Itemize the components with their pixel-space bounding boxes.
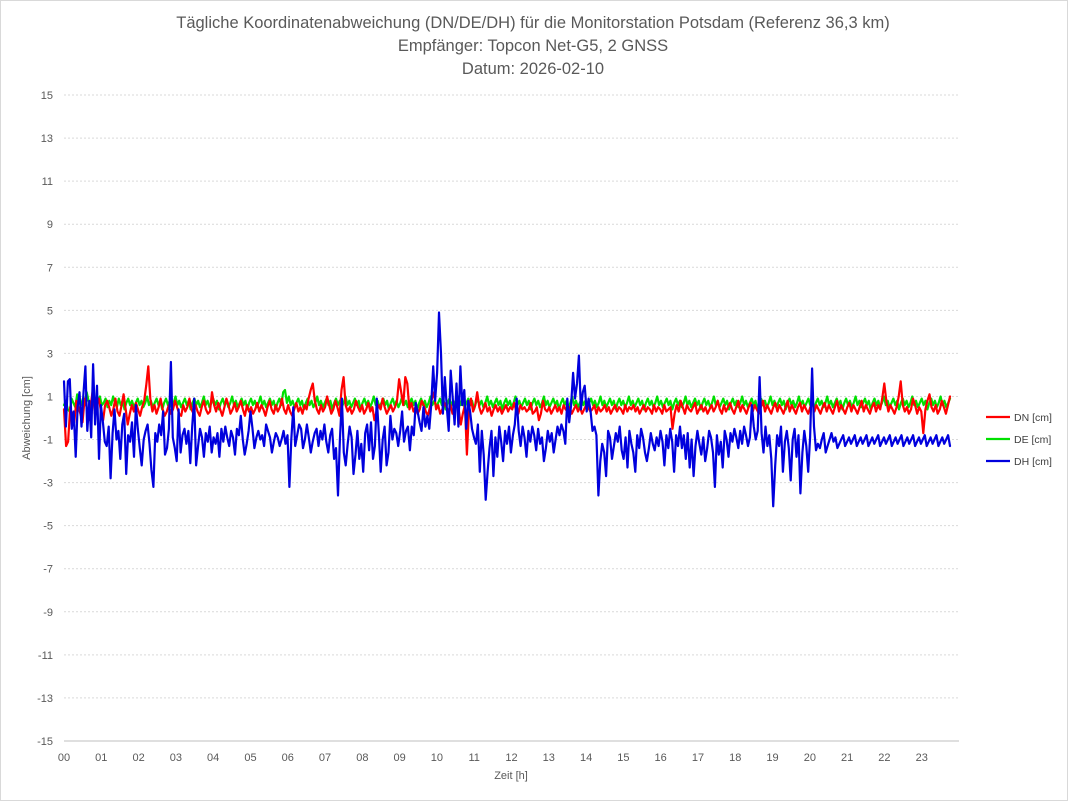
x-tick-label: 23 [916,752,928,764]
legend: DN [cm] DE [cm] DH [cm] [986,412,1052,468]
y-tick-label: 11 [42,176,53,188]
x-tick-label: 20 [804,752,816,764]
y-tick-label: -11 [38,650,53,662]
x-tick-label: 00 [58,752,70,764]
x-axis-label: Zeit [h] [494,770,528,782]
x-tick-label: 05 [244,752,256,764]
y-tick-label: 15 [41,90,53,102]
x-tick-label: 17 [692,752,704,764]
chart-title-line-2: Empfänger: Topcon Net-G5, 2 GNSS [398,37,668,55]
y-tick-label: 9 [47,219,53,231]
y-tick-label: -9 [43,607,53,619]
y-tick-label: -3 [43,478,53,490]
y-tick-label: 5 [47,305,53,317]
chart-title-line-3: Datum: 2026-02-10 [462,60,604,78]
y-tick-label: 3 [47,348,53,360]
series-line-dh [62,311,952,508]
x-tick-label: 21 [841,752,853,764]
x-tick-label: 11 [468,752,479,764]
series-line-dn [62,365,952,456]
y-tick-label: -7 [43,564,53,576]
x-tick-label: 07 [319,752,331,764]
y-tick-label: 7 [47,262,53,274]
x-tick-label: 09 [394,752,406,764]
legend-label: DN [cm] [1014,412,1052,424]
x-tick-label: 06 [282,752,294,764]
y-tick-label: -13 [37,693,53,705]
y-tick-label: 1 [47,391,53,403]
x-tick-label: 02 [132,752,144,764]
y-tick-labels: 15 13 11 9 7 5 3 1 -1 -3 -5 -7 -9 -11 -13 -15 [37,90,53,748]
x-tick-label: 10 [431,752,443,764]
x-tick-label: 04 [207,752,219,764]
y-tick-label: -15 [37,736,53,748]
x-tick-label: 19 [766,752,778,764]
x-tick-label: 12 [505,752,517,764]
legend-label: DE [cm] [1014,434,1051,446]
x-tick-labels: 00 01 02 03 04 05 06 07 08 09 10 11 12 13 14 15 16 17 18 19… [58,752,928,764]
x-tick-label: 01 [95,752,107,764]
x-tick-label: 22 [878,752,890,764]
x-tick-label: 08 [356,752,368,764]
y-tick-label: -5 [43,521,53,533]
y-axis-label: Abweichung [cm] [21,376,33,460]
x-tick-label: 13 [543,752,555,764]
y-tick-label: -1 [43,435,53,447]
y-tick-label: 13 [41,133,53,145]
x-tick-label: 15 [617,752,629,764]
x-tick-label: 14 [580,752,592,764]
x-tick-label: 18 [729,752,741,764]
legend-label: DH [cm] [1014,456,1052,468]
chart-title: Tägliche Koordinatenabweichung (DN/DE/DH… [176,14,890,78]
x-tick-label: 03 [170,752,182,764]
chart-title-line-1: Tägliche Koordinatenabweichung (DN/DE/DH… [176,14,890,32]
gridlines [64,94,959,742]
series-layer [62,311,952,508]
x-tick-label: 16 [655,752,667,764]
